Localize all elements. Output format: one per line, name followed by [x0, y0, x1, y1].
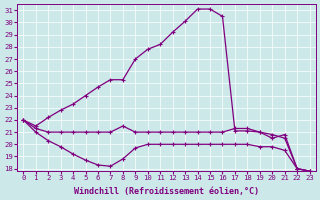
X-axis label: Windchill (Refroidissement éolien,°C): Windchill (Refroidissement éolien,°C) — [74, 187, 259, 196]
